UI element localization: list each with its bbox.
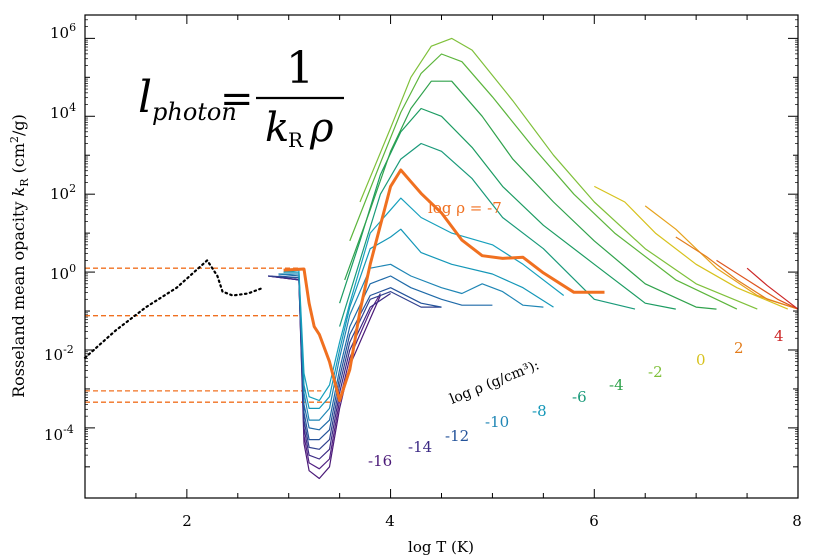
formula-subscript-photon: photon	[152, 98, 237, 126]
series-line	[283, 197, 565, 402]
formula-equals: =	[220, 76, 254, 122]
reference-lines	[85, 267, 332, 403]
y-tick-labels: 106 104 102 100 10-2 10-4	[44, 21, 76, 444]
series-line	[278, 273, 493, 431]
dust-line	[83, 258, 265, 359]
series-line	[268, 275, 391, 460]
series-line	[359, 37, 758, 310]
density-label: -10	[485, 413, 509, 431]
x-tick-labels: 2 4 6 8	[182, 512, 802, 530]
series-line	[746, 267, 799, 310]
highlight-label: log ρ = -7	[428, 199, 502, 217]
density-labels: -16 -14 -12 -10 -8 -6 -4 -2 0 2 4	[368, 327, 784, 470]
y-tick-label: 10-4	[44, 423, 74, 444]
series-line	[339, 142, 636, 327]
formula-numerator: 1	[286, 43, 314, 94]
series-line	[349, 53, 738, 310]
density-label: -12	[445, 427, 469, 445]
series-line	[283, 228, 554, 409]
plot-frame	[84, 14, 799, 499]
series-line	[594, 185, 789, 310]
series-line	[716, 259, 799, 310]
y-tick-label: 104	[50, 101, 76, 122]
dust-curve	[83, 258, 265, 359]
legend-title: log ρ (g/cm³):	[448, 357, 542, 407]
axes-layer	[84, 15, 799, 498]
series-line	[268, 275, 381, 470]
density-label: -6	[572, 388, 587, 406]
photon-mean-free-path-formula: l photon = 1 k R ρ	[138, 43, 344, 152]
x-tick-label: 2	[182, 512, 192, 530]
series-line	[344, 80, 717, 310]
density-label: 4	[774, 327, 784, 345]
density-label: 2	[734, 339, 744, 357]
density-label: -16	[368, 452, 392, 470]
series-line	[675, 236, 799, 310]
x-axis-label: log T (K)	[408, 538, 474, 556]
density-label: -4	[609, 376, 624, 394]
y-tick-label: 106	[50, 21, 76, 42]
series-line	[644, 205, 799, 310]
x-tick-label: 8	[792, 512, 802, 530]
formula-l: l	[138, 72, 152, 123]
y-tick-label: 102	[50, 182, 76, 203]
density-label: -8	[532, 402, 547, 420]
x-tick-label: 4	[385, 512, 395, 530]
density-label: 0	[696, 351, 706, 369]
y-tick-label: 100	[50, 262, 76, 283]
highlight-curve	[283, 168, 605, 403]
highlight-line	[283, 168, 605, 403]
y-axis-label: Rosseland mean opacity kR (cm2/g)	[8, 114, 31, 398]
series-line	[268, 275, 381, 480]
density-label: -14	[408, 438, 432, 456]
formula-subscript-r: R	[288, 128, 304, 152]
formula-rho: ρ	[309, 105, 334, 151]
series-line	[339, 107, 676, 310]
density-label: -2	[648, 363, 663, 381]
formula-k: k	[265, 105, 289, 151]
series-layer	[268, 37, 799, 480]
x-tick-label: 6	[589, 512, 599, 530]
y-tick-label: 10-2	[44, 343, 74, 364]
